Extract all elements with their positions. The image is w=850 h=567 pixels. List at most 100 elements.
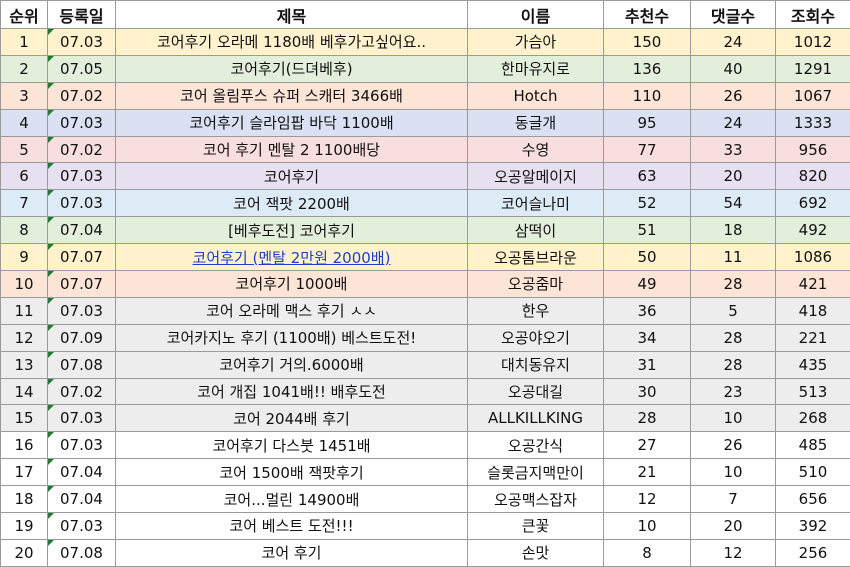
- comments-cell: 23: [690, 377, 776, 406]
- title-cell: 코어 2044배 후기: [115, 404, 468, 433]
- views-cell: 1291: [775, 54, 850, 83]
- date-cell: 07.08: [47, 538, 116, 567]
- table-row: 15 07.03 코어 2044배 후기 ALLKILLKING 28 10 268: [0, 404, 850, 433]
- table-row: 6 07.03 코어후기 오공알메이지 63 20 820: [0, 162, 850, 191]
- views-cell: 1067: [775, 81, 850, 110]
- author-cell: Hotch: [467, 81, 604, 110]
- date-cell: 07.05: [47, 54, 116, 83]
- table-row: 1 07.03 코어후기 오라메 1180배 베후가고싶어요.. 가슴아 150 24 10…: [0, 28, 850, 56]
- author-cell: 수영: [467, 135, 604, 164]
- comments-cell: 10: [690, 458, 776, 487]
- table-row: 20 07.08 코어 후기 손맛 8 12 256: [0, 538, 850, 567]
- table-body: 1 07.03 코어후기 오라메 1180배 베후가고싶어요.. 가슴아 150 24 10…: [0, 28, 850, 567]
- rank-cell: 11: [0, 296, 48, 325]
- rank-cell: 13: [0, 350, 48, 379]
- date-cell: 07.04: [47, 216, 116, 245]
- recommends-cell: 34: [603, 323, 691, 352]
- date-cell: 07.03: [47, 28, 116, 56]
- date-cell: 07.02: [47, 377, 116, 406]
- title-link[interactable]: 코어후기 (멘탈 2만원 2000배): [192, 248, 391, 267]
- title-cell: 코어 오라메 맥스 후기 ㅅㅅ: [115, 296, 468, 325]
- comments-cell: 24: [690, 108, 776, 137]
- title-cell: 코어 1500배 잭팟후기: [115, 458, 468, 487]
- comments-cell: 54: [690, 189, 776, 218]
- header-row: 순위 등록일 제목 이름 추천수 댓글수 조회수: [0, 0, 850, 29]
- recommends-cell: 10: [603, 512, 691, 540]
- rank-cell: 20: [0, 538, 48, 567]
- recommends-cell: 77: [603, 135, 691, 164]
- date-cell: 07.09: [47, 323, 116, 352]
- comments-cell: 18: [690, 216, 776, 245]
- rank-cell: 3: [0, 81, 48, 110]
- views-cell: 956: [775, 135, 850, 164]
- author-cell: 대치동유지: [467, 350, 604, 379]
- recommends-cell: 31: [603, 350, 691, 379]
- table-row: 16 07.03 코어후기 다스붓 1451배 오공간식 27 26 485: [0, 431, 850, 460]
- views-cell: 656: [775, 485, 850, 514]
- table-row: 19 07.03 코어 베스트 도전!!! 큰꽃 10 20 392: [0, 512, 850, 540]
- comments-cell: 28: [690, 350, 776, 379]
- author-cell: 오공줌마: [467, 270, 604, 298]
- author-cell: 슬롯금지맥만이: [467, 458, 604, 487]
- author-cell: 오공알메이지: [467, 162, 604, 191]
- rank-cell: 8: [0, 216, 48, 245]
- comments-cell: 40: [690, 54, 776, 83]
- recommends-cell: 136: [603, 54, 691, 83]
- rank-cell: 10: [0, 270, 48, 298]
- recommends-cell: 50: [603, 243, 691, 272]
- rank-cell: 6: [0, 162, 48, 191]
- recommends-cell: 8: [603, 538, 691, 567]
- views-cell: 221: [775, 323, 850, 352]
- rank-cell: 14: [0, 377, 48, 406]
- date-cell: 07.03: [47, 431, 116, 460]
- author-cell: 손맛: [467, 538, 604, 567]
- title-cell: 코어후기 다스붓 1451배: [115, 431, 468, 460]
- title-cell: 코어후기(드뎌베후): [115, 54, 468, 83]
- recommends-cell: 21: [603, 458, 691, 487]
- header-cell: 제목: [115, 0, 468, 29]
- author-cell: 오공야오기: [467, 323, 604, 352]
- comments-cell: 11: [690, 243, 776, 272]
- title-cell: 코어후기 거의.6000배: [115, 350, 468, 379]
- rank-cell: 2: [0, 54, 48, 83]
- table-row: 17 07.04 코어 1500배 잭팟후기 슬롯금지맥만이 21 10 510: [0, 458, 850, 487]
- rank-cell: 12: [0, 323, 48, 352]
- rank-cell: 19: [0, 512, 48, 540]
- date-cell: 07.08: [47, 350, 116, 379]
- table-row: 5 07.02 코어 후기 멘탈 2 1100배당 수영 77 33 956: [0, 135, 850, 164]
- title-cell: 코어후기: [115, 162, 468, 191]
- views-cell: 421: [775, 270, 850, 298]
- recommends-cell: 150: [603, 28, 691, 56]
- date-cell: 07.07: [47, 270, 116, 298]
- title-cell: 코어 개집 1041배!! 배후도전: [115, 377, 468, 406]
- author-cell: 오공간식: [467, 431, 604, 460]
- views-cell: 435: [775, 350, 850, 379]
- rank-cell: 5: [0, 135, 48, 164]
- date-cell: 07.04: [47, 458, 116, 487]
- views-cell: 1086: [775, 243, 850, 272]
- date-cell: 07.02: [47, 81, 116, 110]
- table-row: 13 07.08 코어후기 거의.6000배 대치동유지 31 28 435: [0, 350, 850, 379]
- comments-cell: 10: [690, 404, 776, 433]
- date-cell: 07.03: [47, 189, 116, 218]
- title-cell: 코어 잭팟 2200배: [115, 189, 468, 218]
- comments-cell: 26: [690, 431, 776, 460]
- recommends-cell: 27: [603, 431, 691, 460]
- date-cell: 07.03: [47, 162, 116, 191]
- recommends-cell: 49: [603, 270, 691, 298]
- title-cell: 코어카지노 후기 (1100배) 베스트도전!: [115, 323, 468, 352]
- views-cell: 510: [775, 458, 850, 487]
- author-cell: 오공맥스잡자: [467, 485, 604, 514]
- author-cell: 동글개: [467, 108, 604, 137]
- date-cell: 07.03: [47, 108, 116, 137]
- comments-cell: 7: [690, 485, 776, 514]
- title-cell: 코어후기 1000배: [115, 270, 468, 298]
- author-cell: 코어슬나미: [467, 189, 604, 218]
- rank-cell: 1: [0, 28, 48, 56]
- title-cell: 코어후기 (멘탈 2만원 2000배): [115, 243, 468, 272]
- views-cell: 256: [775, 538, 850, 567]
- author-cell: 오공대길: [467, 377, 604, 406]
- author-cell: 큰꽃: [467, 512, 604, 540]
- date-cell: 07.07: [47, 243, 116, 272]
